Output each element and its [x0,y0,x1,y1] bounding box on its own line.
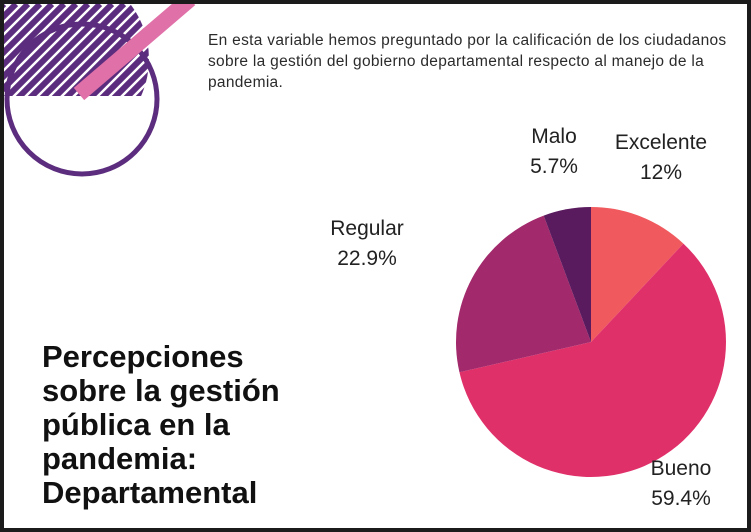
pie-slice-regular [456,215,591,373]
slice-label-regular: Regular 22.9% [312,214,422,274]
intro-text: En esta variable hemos preguntado por la… [208,32,727,91]
decorative-graphic [4,4,196,177]
pie-slice-malo [543,207,591,342]
page-title: Percepciones sobre la gestión pública en… [42,340,362,510]
slice-value-regular: 22.9% [337,247,397,270]
slice-value-malo: 5.7% [530,155,578,178]
title-line: Departamental [42,475,258,510]
pie-slice-bueno [459,243,727,478]
pink-bar [73,4,196,101]
slice-value-bueno: 59.4% [651,487,711,510]
title-line: pública en la [42,407,230,442]
slice-name-malo: Malo [531,125,577,148]
title-line: pandemia: [42,441,198,476]
title-line: Percepciones [42,339,244,374]
slice-name-regular: Regular [330,217,404,240]
pie-slice-excelente [591,207,684,342]
slice-name-excelente: Excelente [614,131,708,154]
slice-name-bueno: Bueno [650,457,712,480]
pie-chart [456,207,727,478]
outline-circle [4,21,160,177]
title-line: sobre la gestión [42,373,280,408]
slice-label-malo: Malo 5.7% [509,122,599,182]
slice-label-bueno: Bueno 59.4% [626,454,736,514]
slice-value-excelente: 12% [639,161,683,184]
slice-label-excelente: Excelente 12% [596,128,726,188]
